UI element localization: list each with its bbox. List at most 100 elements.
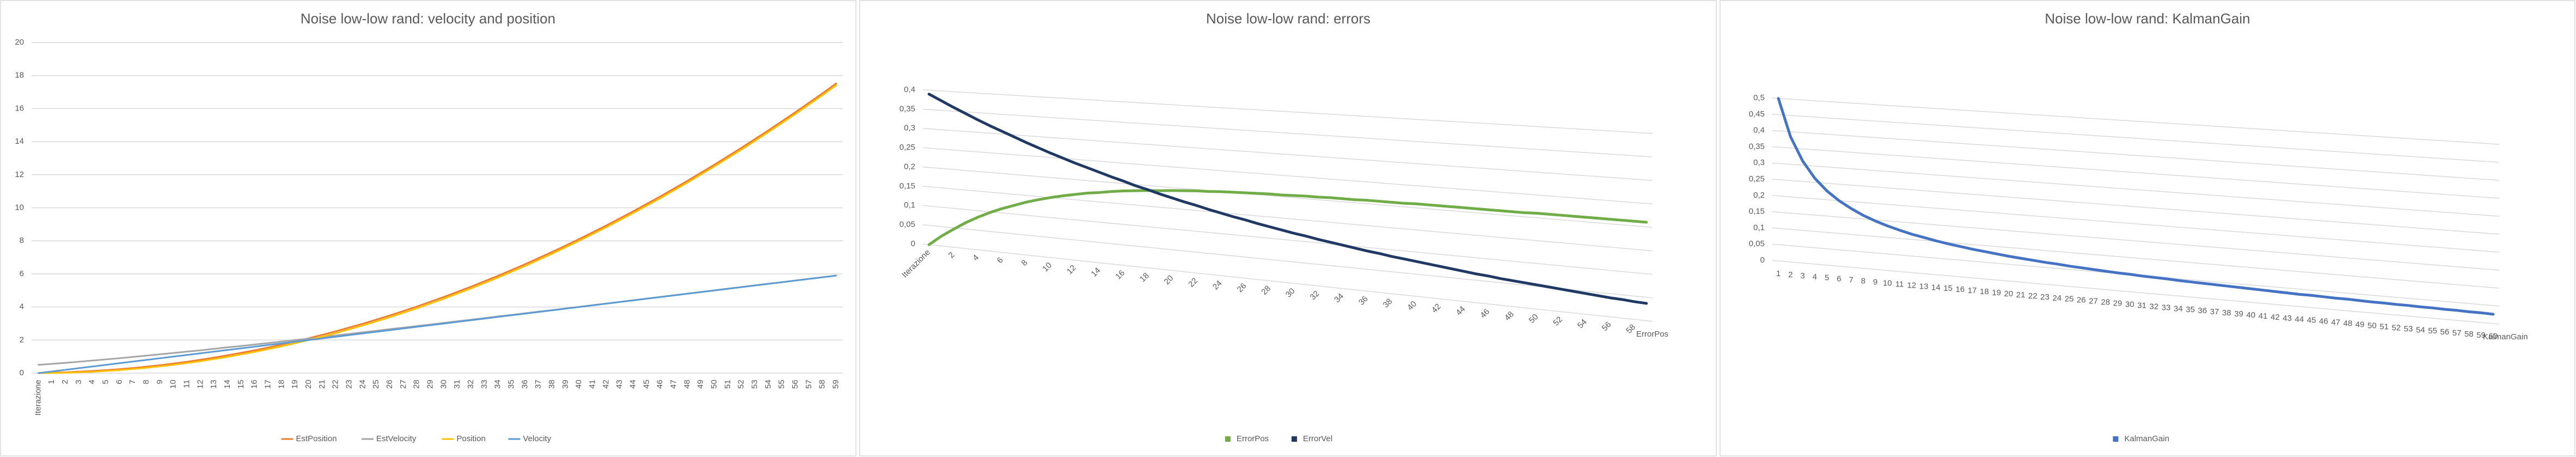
grid-line <box>922 243 1653 322</box>
x-tick-label: 3 <box>74 380 83 384</box>
x-tick-label: 25 <box>371 380 381 389</box>
grid-line <box>922 147 1653 205</box>
x-tick-label: 26 <box>2077 296 2086 305</box>
x-tick-label: 29 <box>2113 299 2122 308</box>
x-tick-label: 45 <box>2307 316 2316 325</box>
x-tick-label: 14 <box>223 380 232 389</box>
x-tick-label: 43 <box>2283 314 2292 323</box>
legend-swatch <box>1292 436 1297 442</box>
y-tick-label: 0,05 <box>900 220 915 229</box>
y-tick-label: 4 <box>20 302 24 312</box>
x-tick-label: 50 <box>709 380 719 389</box>
grid-line <box>922 128 1653 181</box>
x-tick-label: 15 <box>236 380 246 389</box>
y-tick-label: 0,45 <box>1749 109 1765 119</box>
grid-line <box>922 166 1653 228</box>
y-tick-label: 0,4 <box>904 85 915 94</box>
y-tick-label: 0,2 <box>904 162 915 171</box>
x-tick-label: 56 <box>791 380 800 389</box>
x-tick-label: 34 <box>493 380 503 389</box>
x-tick-label: 12 <box>195 380 205 389</box>
y-tick-label: 0 <box>911 239 915 248</box>
series-line <box>37 82 837 374</box>
legend-label: ErrorVel <box>1303 434 1332 443</box>
series-axis-label: KalmanGain <box>2483 332 2528 342</box>
panel <box>1720 0 2575 456</box>
x-tick-label: 55 <box>2428 326 2437 336</box>
x-tick-label: 1 <box>1776 269 1780 278</box>
y-tick-label: 16 <box>15 103 24 113</box>
y-tick-label: 0,15 <box>1749 207 1765 216</box>
grid-line <box>1772 146 2500 199</box>
x-tick-label: 49 <box>2355 320 2365 330</box>
x-tick-label: 36 <box>520 380 529 389</box>
grid-line <box>1772 211 2500 271</box>
x-tick-label: 7 <box>128 380 137 384</box>
x-tick-label: 33 <box>480 380 489 389</box>
x-tick-label: 30 <box>439 380 448 389</box>
chart-title: Noise low-low rand: velocity and positio… <box>301 10 555 27</box>
legend-swatch <box>2113 436 2119 442</box>
x-tick-label: 23 <box>345 380 354 389</box>
x-tick-label: 52 <box>737 380 746 389</box>
x-tick-label: 59 <box>2476 331 2486 340</box>
legend-swatch <box>1225 436 1231 442</box>
x-tick-label: 25 <box>2065 295 2074 304</box>
x-tick-label: 1 <box>47 380 56 384</box>
y-tick-label: 0,1 <box>904 200 915 210</box>
x-tick-label: 24 <box>2053 294 2062 303</box>
x-tick-label: 15 <box>1943 284 1953 293</box>
x-tick-label: 27 <box>2089 297 2098 306</box>
grid-line <box>1772 195 2500 253</box>
x-tick-label: 20 <box>2004 289 2014 298</box>
x-tick-label: 35 <box>507 380 516 389</box>
x-tick-label: 48 <box>2344 319 2353 328</box>
x-tick-label: 3 <box>1800 271 1804 281</box>
x-tick-label: 37 <box>2210 307 2219 316</box>
x-tick-label: 33 <box>2162 303 2171 312</box>
grid-line <box>1772 114 2500 163</box>
x-tick-label: 20 <box>304 380 313 389</box>
x-tick-label: 2 <box>60 380 70 384</box>
x-tick-label: 16 <box>1956 285 1965 294</box>
x-tick-label: 60 <box>2489 332 2498 341</box>
x-tick-label: Iterazione <box>33 380 42 416</box>
x-tick-label: 40 <box>2247 310 2256 320</box>
x-tick-label: 18 <box>277 380 286 389</box>
x-tick-label: 12 <box>1907 281 1917 290</box>
x-tick-label: 51 <box>723 380 732 389</box>
x-tick-label: 11 <box>1895 279 1904 289</box>
x-tick-label: 6 <box>1837 275 1841 284</box>
legend-label: ErrorPos <box>1237 434 1269 443</box>
y-tick-label: 0 <box>20 368 24 377</box>
y-tick-label: 8 <box>20 236 24 245</box>
x-tick-label: 52 <box>2392 323 2401 332</box>
x-tick-label: 47 <box>2331 318 2340 327</box>
series-line <box>1777 97 2495 316</box>
x-tick-label: 58 <box>818 380 827 389</box>
x-tick-label: 31 <box>2137 301 2146 310</box>
x-tick-label: 22 <box>331 380 340 389</box>
x-tick-label: 46 <box>656 380 665 389</box>
grid-line <box>1772 260 2500 325</box>
grid-line <box>922 89 1653 134</box>
x-tick-label: 41 <box>588 380 597 389</box>
x-tick-label: 57 <box>2452 328 2462 338</box>
x-tick-label: 9 <box>155 380 164 384</box>
x-tick-label: 38 <box>547 380 556 389</box>
x-tick-label: 13 <box>209 380 218 389</box>
x-tick-label: 54 <box>2416 325 2425 334</box>
x-tick-label: 47 <box>669 380 678 389</box>
x-tick-label: 29 <box>426 380 435 389</box>
x-tick-label: 30 <box>2125 300 2134 309</box>
x-tick-label: 54 <box>763 380 773 389</box>
x-tick-label: 22 <box>2028 291 2037 301</box>
x-tick-label: 2 <box>1788 270 1792 279</box>
x-tick-label: 11 <box>182 380 192 388</box>
x-tick-label: 21 <box>2016 290 2026 300</box>
y-tick-label: 0,15 <box>900 181 915 191</box>
x-tick-label: 32 <box>2150 302 2159 311</box>
y-tick-label: 0,2 <box>1753 191 1765 200</box>
x-tick-label: 19 <box>290 380 299 389</box>
